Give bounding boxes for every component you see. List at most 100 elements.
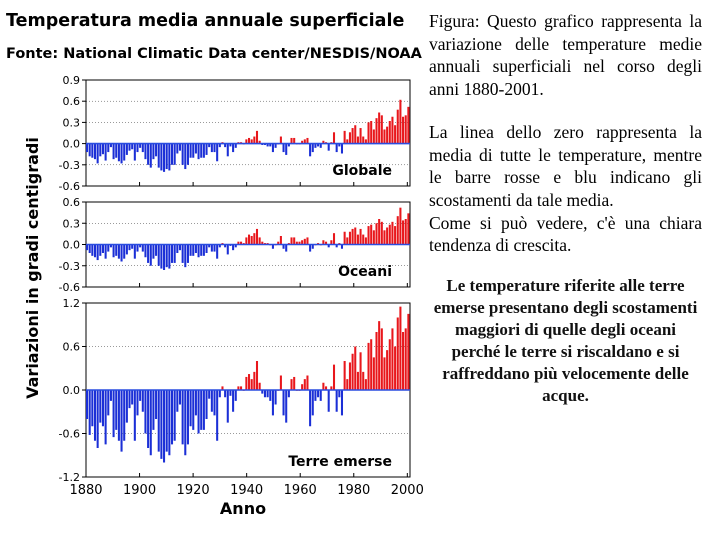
- bar: [340, 143, 344, 154]
- bar: [192, 143, 195, 158]
- bar: [245, 139, 248, 144]
- bar: [133, 390, 136, 441]
- bar: [163, 244, 166, 270]
- bar: [208, 244, 211, 248]
- bar: [226, 143, 229, 157]
- bar: [189, 244, 192, 256]
- bar: [176, 244, 179, 253]
- bar: [224, 244, 227, 248]
- bar: [348, 362, 351, 390]
- bar: [314, 390, 317, 401]
- bar: [402, 220, 405, 245]
- bar: [250, 139, 253, 144]
- bar: [176, 143, 179, 154]
- bar: [287, 143, 290, 147]
- bar: [348, 231, 351, 245]
- bar: [184, 143, 187, 170]
- bar: [91, 244, 94, 256]
- bar: [346, 237, 349, 245]
- x-tick-label: 2000: [391, 483, 424, 498]
- bar: [186, 390, 189, 445]
- y-tick-label: 0.0: [63, 138, 81, 151]
- bar: [351, 128, 354, 144]
- bar: [141, 390, 144, 412]
- bar: [248, 137, 251, 144]
- bar: [160, 390, 163, 459]
- bar: [287, 390, 290, 398]
- bar: [351, 353, 354, 390]
- bar: [136, 143, 139, 153]
- bar: [370, 120, 373, 144]
- bar: [346, 139, 349, 144]
- bar: [131, 244, 134, 249]
- bar: [407, 106, 410, 144]
- bar: [253, 371, 256, 391]
- x-tick-label: 1900: [123, 483, 156, 498]
- bar: [218, 244, 221, 248]
- bar: [386, 227, 389, 245]
- bar: [306, 237, 309, 245]
- bar: [372, 129, 375, 144]
- bar: [117, 244, 120, 259]
- bar: [226, 244, 229, 255]
- bar: [184, 244, 187, 268]
- bar: [133, 143, 136, 161]
- bar: [364, 379, 367, 391]
- bar: [317, 390, 320, 398]
- bar: [101, 244, 104, 253]
- panel-label: Globale: [332, 163, 392, 179]
- bar: [88, 390, 91, 435]
- bar: [86, 244, 89, 251]
- bar: [144, 143, 147, 160]
- bar: [255, 361, 259, 390]
- bar: [293, 376, 296, 390]
- bar: [181, 143, 184, 165]
- bar: [399, 306, 402, 391]
- bar: [399, 207, 402, 245]
- x-tick-label: 1960: [284, 483, 317, 498]
- bar: [367, 226, 370, 245]
- temperature-chart: Temperatura media annuale superficiale F…: [6, 11, 424, 518]
- bar: [399, 99, 402, 144]
- bar: [378, 112, 381, 144]
- bar: [224, 390, 227, 398]
- bar: [232, 390, 235, 412]
- bar: [210, 143, 213, 153]
- bar: [325, 386, 328, 391]
- bar: [99, 143, 102, 157]
- bar: [269, 390, 272, 401]
- bar: [394, 346, 397, 390]
- bar: [200, 244, 203, 256]
- bar: [362, 371, 365, 391]
- bar: [96, 143, 99, 164]
- explanation-text: La linea dello zero rappresenta la media…: [429, 121, 702, 210]
- y-tick-label: 0.9: [63, 74, 81, 87]
- bar: [104, 390, 107, 445]
- bar: [383, 357, 386, 391]
- bar: [128, 390, 131, 409]
- bar: [335, 390, 338, 412]
- bar: [404, 219, 407, 245]
- bar: [168, 390, 171, 456]
- bar: [356, 371, 359, 391]
- bar: [96, 244, 99, 261]
- bar: [402, 116, 405, 144]
- bar: [197, 143, 200, 160]
- bar: [197, 390, 200, 434]
- bar: [194, 390, 197, 416]
- y-tick-label: -0.3: [59, 159, 80, 172]
- panel-terre-emerse: 1.2 0.6 0.0 -0.6 -1.2 Terre emerse: [59, 297, 411, 484]
- bar: [112, 390, 115, 438]
- bar: [301, 140, 304, 144]
- bar: [354, 227, 357, 245]
- bar: [277, 241, 280, 245]
- bar: [338, 390, 341, 398]
- bar: [404, 328, 407, 391]
- bar: [208, 143, 211, 148]
- bar: [99, 244, 102, 256]
- bar: [216, 390, 219, 441]
- bar: [149, 143, 152, 168]
- bar: [279, 136, 282, 144]
- panel-label: Oceani: [338, 264, 392, 280]
- bar: [343, 231, 346, 245]
